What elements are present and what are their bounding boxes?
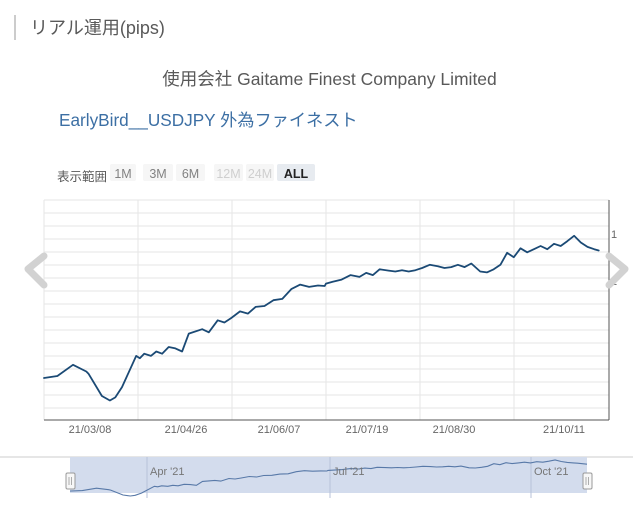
svg-text:Jul '21: Jul '21: [333, 466, 364, 478]
svg-text:Oct '21: Oct '21: [534, 466, 569, 478]
svg-text:Apr '21: Apr '21: [150, 466, 185, 478]
svg-text:21/07/19: 21/07/19: [346, 424, 389, 436]
svg-text:21/06/07: 21/06/07: [258, 424, 301, 436]
svg-text:21/03/08: 21/03/08: [69, 424, 112, 436]
svg-text:21/10/11: 21/10/11: [543, 424, 585, 436]
svg-text:1: 1: [611, 229, 617, 241]
svg-text:21/04/26: 21/04/26: [165, 424, 208, 436]
svg-text:21/08/30: 21/08/30: [433, 424, 476, 436]
